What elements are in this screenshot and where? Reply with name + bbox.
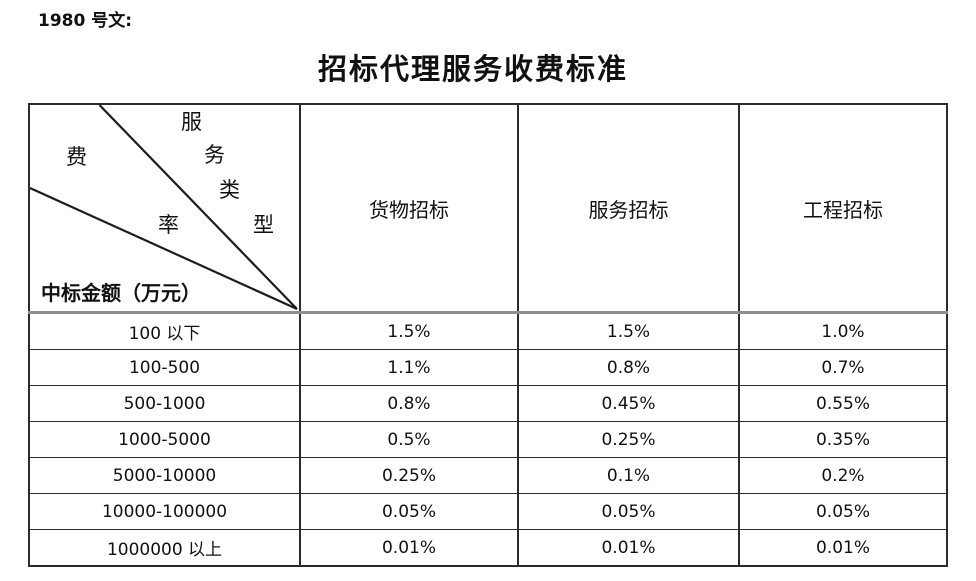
rate-cell: 1.5% bbox=[517, 312, 740, 350]
rate-cell: 0.8% bbox=[517, 349, 740, 386]
corner-label-service-type-char: 类 bbox=[219, 178, 240, 202]
amount-range-cell: 5000-10000 bbox=[28, 457, 301, 494]
rate-cell: 0.7% bbox=[738, 349, 948, 386]
table-header: 服 务 类 型 费 率 中标金额（万元） 货物招标 服务招标 工程招标 bbox=[28, 103, 948, 314]
header-row: 服 务 类 型 费 率 中标金额（万元） 货物招标 服务招标 工程招标 bbox=[28, 103, 948, 314]
rate-cell: 0.05% bbox=[299, 493, 519, 530]
diagonal-line-upper bbox=[99, 105, 297, 309]
column-header-goods: 货物招标 bbox=[299, 103, 519, 314]
rate-cell: 0.25% bbox=[517, 421, 740, 458]
rate-cell: 0.2% bbox=[738, 457, 948, 494]
corner-label-service-type-char: 型 bbox=[253, 213, 274, 237]
table-row: 1000000 以上 0.01% 0.01% 0.01% bbox=[28, 529, 948, 567]
rate-cell: 0.35% bbox=[738, 421, 948, 458]
table-corner-cell: 服 务 类 型 费 率 中标金额（万元） bbox=[28, 103, 301, 314]
table-row: 10000-100000 0.05% 0.05% 0.05% bbox=[28, 493, 948, 530]
diagonal-divider-lines bbox=[30, 105, 299, 311]
rate-cell: 0.05% bbox=[738, 493, 948, 530]
table-row: 100-500 1.1% 0.8% 0.7% bbox=[28, 349, 948, 386]
rate-cell: 0.01% bbox=[738, 529, 948, 567]
rate-cell: 0.01% bbox=[517, 529, 740, 567]
doc-ref-label: 1980 号文: bbox=[38, 11, 133, 31]
corner-label-service-type-char: 服 bbox=[181, 110, 202, 134]
rate-cell: 1.5% bbox=[299, 312, 519, 350]
table-row: 500-1000 0.8% 0.45% 0.55% bbox=[28, 385, 948, 422]
table-body: 100 以下 1.5% 1.5% 1.0% 100-500 1.1% 0.8% … bbox=[28, 312, 948, 567]
corner-label-service-type-char: 务 bbox=[204, 143, 225, 167]
rate-cell: 0.8% bbox=[299, 385, 519, 422]
rate-cell: 0.45% bbox=[517, 385, 740, 422]
table-row: 100 以下 1.5% 1.5% 1.0% bbox=[28, 312, 948, 350]
column-header-service: 服务招标 bbox=[517, 103, 740, 314]
table-row: 5000-10000 0.25% 0.1% 0.2% bbox=[28, 457, 948, 494]
diagonal-line-lower bbox=[30, 188, 297, 309]
amount-range-cell: 10000-100000 bbox=[28, 493, 301, 530]
column-header-engineering: 工程招标 bbox=[738, 103, 948, 314]
rate-cell: 1.1% bbox=[299, 349, 519, 386]
rate-cell: 0.05% bbox=[517, 493, 740, 530]
rate-cell: 0.01% bbox=[299, 529, 519, 567]
corner-label-bid-amount: 中标金额（万元） bbox=[41, 281, 201, 305]
rate-cell: 0.5% bbox=[299, 421, 519, 458]
rate-cell: 0.1% bbox=[517, 457, 740, 494]
rate-cell: 1.0% bbox=[738, 312, 948, 350]
amount-range-cell: 1000-5000 bbox=[28, 421, 301, 458]
amount-range-cell: 500-1000 bbox=[28, 385, 301, 422]
page-title: 招标代理服务收费标准 bbox=[317, 52, 628, 86]
table-row: 1000-5000 0.5% 0.25% 0.35% bbox=[28, 421, 948, 458]
rate-cell: 0.25% bbox=[299, 457, 519, 494]
corner-label-fee-rate-char: 费 bbox=[66, 145, 87, 169]
rate-cell: 0.55% bbox=[738, 385, 948, 422]
amount-range-cell: 100 以下 bbox=[28, 312, 301, 350]
amount-range-cell: 1000000 以上 bbox=[28, 529, 301, 567]
fee-standard-table: 服 务 类 型 费 率 中标金额（万元） 货物招标 服务招标 工程招标 100 … bbox=[28, 103, 948, 567]
amount-range-cell: 100-500 bbox=[28, 349, 301, 386]
corner-label-fee-rate-char: 率 bbox=[158, 213, 179, 237]
